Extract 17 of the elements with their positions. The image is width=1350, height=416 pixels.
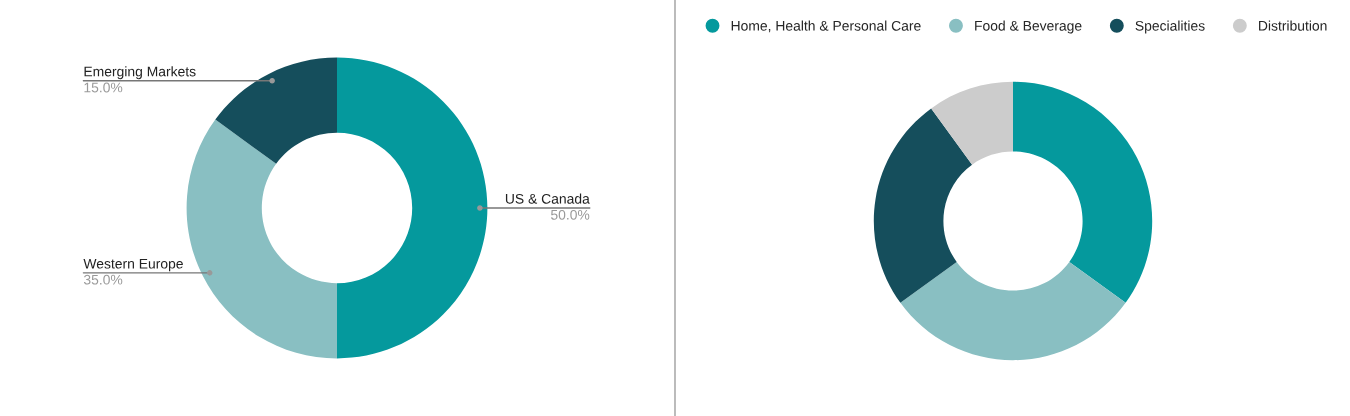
data-label: 50.0%: [550, 209, 590, 220]
slice-label: Western Europe: [83, 258, 183, 272]
donut-slice: [337, 57, 488, 359]
donut-slice: [215, 57, 337, 164]
legend-label: Distribution: [1259, 20, 1327, 31]
slice-label: Emerging Markets: [84, 66, 196, 80]
data-label: 15.0%: [84, 82, 123, 93]
legend-label: Specialities: [1135, 20, 1205, 34]
legend-label: Food & Beverage: [975, 20, 1082, 34]
legend-label: Home, Health & Personal Care: [731, 20, 921, 33]
data-label: 35.0%: [83, 274, 123, 285]
donut-slice: [1013, 81, 1153, 303]
donut-slice: [931, 81, 1013, 165]
slice-label: US & Canada: [505, 193, 590, 204]
donut-slice: [186, 119, 337, 359]
donut-slice: [873, 108, 973, 303]
donut-slice: [900, 261, 1126, 361]
